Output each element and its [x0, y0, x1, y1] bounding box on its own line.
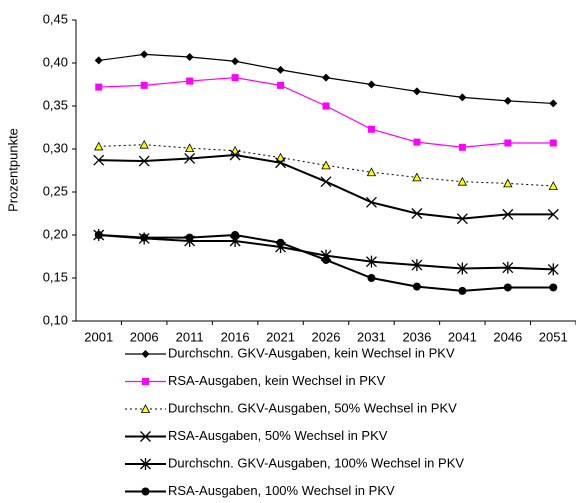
x-tick-label: 2051 [539, 329, 568, 344]
marker [231, 231, 240, 239]
marker [184, 153, 196, 164]
marker [458, 93, 467, 102]
marker [549, 139, 557, 147]
legend-label: Durchschn. GKV-Ausgaben, kein Wechsel in… [168, 345, 455, 360]
series-line [98, 144, 554, 187]
x-tick-label: 2041 [448, 329, 477, 344]
legend-marker [140, 458, 151, 470]
marker [185, 233, 194, 242]
marker [366, 167, 377, 177]
marker [139, 139, 149, 149]
marker [504, 139, 512, 147]
marker [503, 178, 513, 188]
series-line [98, 77, 554, 148]
x-tick-label: 2031 [357, 329, 386, 344]
marker [276, 238, 285, 247]
marker [365, 255, 377, 268]
marker [456, 262, 468, 275]
x-tick-label: 2026 [312, 329, 341, 344]
marker [547, 208, 559, 220]
marker [549, 283, 558, 292]
marker [140, 50, 149, 59]
y-axis-label: Prozentpunkte [5, 128, 20, 212]
marker [95, 83, 103, 91]
marker [365, 196, 377, 208]
marker [548, 181, 558, 190]
y-tick-label: 0,25 [43, 183, 68, 198]
legend-label: RSA-Ausgaben, kein Wechsel in PKV [168, 373, 386, 388]
marker [322, 73, 330, 82]
legend-label: Durchschn. GKV-Ausgaben, 100% Wechsel in… [168, 455, 464, 470]
marker [367, 125, 375, 133]
legend-marker [140, 431, 151, 442]
marker [320, 176, 332, 188]
y-tick-label: 0,10 [43, 312, 68, 327]
marker [276, 65, 285, 74]
x-tick-label: 2011 [176, 329, 204, 344]
y-tick-label: 0,35 [43, 97, 68, 112]
marker [322, 255, 330, 264]
legend-label: Durchschn. GKV-Ausgaben, 50% Wechsel in … [168, 400, 457, 415]
marker [413, 138, 421, 146]
marker [275, 152, 286, 162]
legend-label: RSA-Ausgaben, 50% Wechsel in PKV [168, 428, 388, 443]
marker [275, 157, 287, 169]
marker [94, 231, 103, 239]
legend-marker [140, 404, 151, 413]
x-tick-label: 2001 [84, 329, 113, 344]
marker [93, 154, 105, 166]
x-tick-label: 2021 [266, 329, 295, 344]
marker [502, 208, 514, 220]
legend-marker [142, 378, 149, 385]
marker [456, 213, 468, 225]
legend-marker [141, 487, 150, 496]
y-tick-label: 0,15 [43, 269, 68, 284]
marker [458, 143, 466, 151]
marker [367, 274, 376, 282]
marker [411, 208, 423, 219]
x-tick-label: 2036 [402, 329, 431, 344]
marker [502, 261, 514, 274]
marker [503, 96, 512, 105]
x-tick-label: 2006 [130, 329, 159, 344]
marker [321, 160, 331, 170]
x-tick-label: 2016 [221, 329, 250, 344]
marker [503, 283, 512, 292]
marker [411, 259, 423, 272]
marker [412, 172, 422, 182]
marker [457, 176, 468, 186]
marker [412, 282, 421, 291]
marker [549, 99, 558, 108]
marker [94, 141, 104, 151]
y-tick-label: 0,45 [43, 11, 68, 26]
marker [184, 143, 195, 153]
marker [185, 52, 194, 61]
y-tick-label: 0,20 [43, 226, 68, 241]
marker [229, 149, 241, 161]
y-tick-label: 0,40 [43, 54, 68, 69]
marker [277, 81, 285, 89]
marker [458, 286, 467, 295]
marker [412, 87, 421, 96]
marker [138, 155, 150, 167]
marker [186, 77, 194, 85]
legend-marker [141, 350, 150, 358]
marker [322, 102, 330, 110]
marker [140, 233, 149, 242]
marker [367, 80, 376, 89]
y-tick-label: 0,30 [43, 140, 68, 155]
x-tick-label: 2046 [493, 329, 522, 344]
marker [231, 57, 240, 66]
marker [231, 74, 239, 82]
marker [94, 56, 103, 65]
marker [547, 263, 559, 276]
legend-label: RSA-Ausgaben, 100% Wechsel in PKV [168, 483, 395, 498]
marker [140, 81, 148, 89]
